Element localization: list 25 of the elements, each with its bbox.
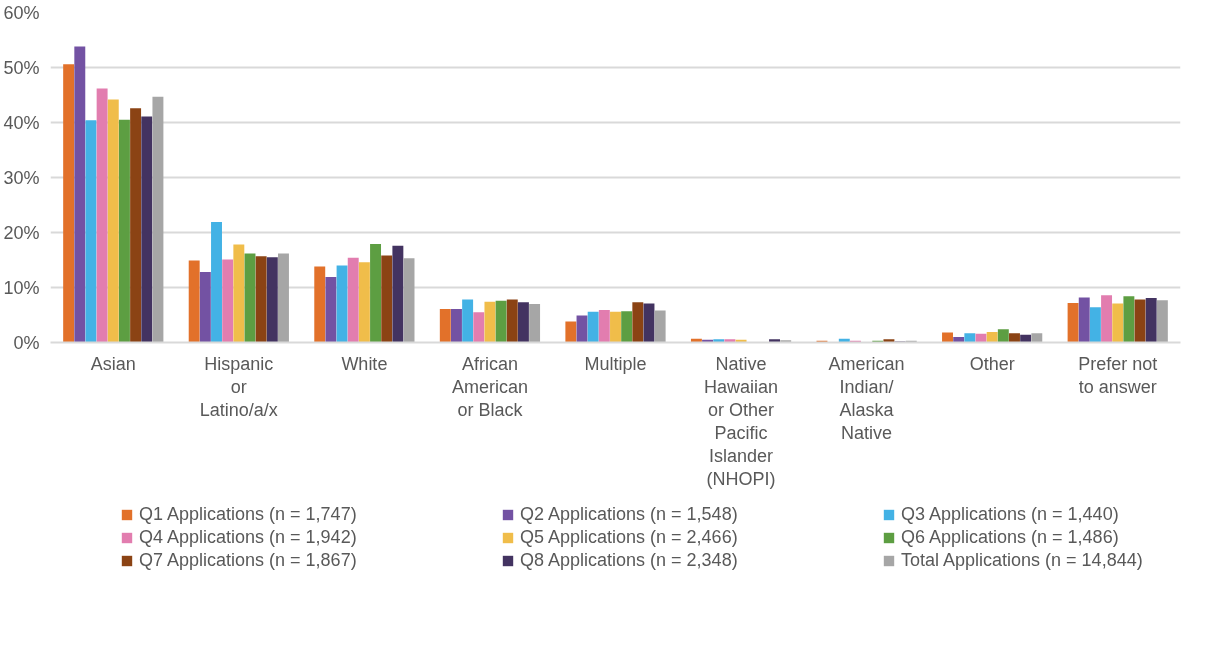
y-tick-label: 60% [3,2,40,23]
x-tick-label: Prefer not to answer [1078,353,1158,397]
x-tick-label: Other [969,353,1015,374]
y-tick-label: 30% [3,167,40,188]
y-tick-label: 40% [3,112,40,133]
legend-label: Q4 Applications (n = 1,942) [139,527,358,548]
x-tick-label: African American or Black [451,353,528,420]
legend-label: Q7 Applications (n = 1,867) [139,550,358,571]
legend-label: Q1 Applications (n = 1,747) [139,504,358,525]
y-tick-label: 0% [13,332,40,353]
legend-label: Q2 Applications (n = 1,548) [520,504,739,525]
x-tick-label: American Indian/ Alaska Native [828,353,905,443]
x-tick-label: Hispanic or Latino/a/x [199,353,278,420]
x-tick-label: Asian [90,353,136,374]
legend-label: Q6 Applications (n = 1,486) [901,527,1120,548]
legend-label: Q5 Applications (n = 2,466) [520,527,739,548]
legend-label: Q3 Applications (n = 1,440) [901,504,1120,525]
x-tick-label: Native Hawaiian or Other Pacific Islander (NHOPI) [704,353,779,489]
y-tick-label: 20% [3,222,40,243]
x-tick-label: White [341,353,388,374]
y-tick-label: 10% [3,277,40,298]
legend-label: Total Applications (n = 14,844) [901,550,1144,571]
x-tick-label: Multiple [584,353,647,374]
y-tick-label: 50% [3,57,40,78]
legend-label: Q8 Applications (n = 2,348) [520,550,739,571]
